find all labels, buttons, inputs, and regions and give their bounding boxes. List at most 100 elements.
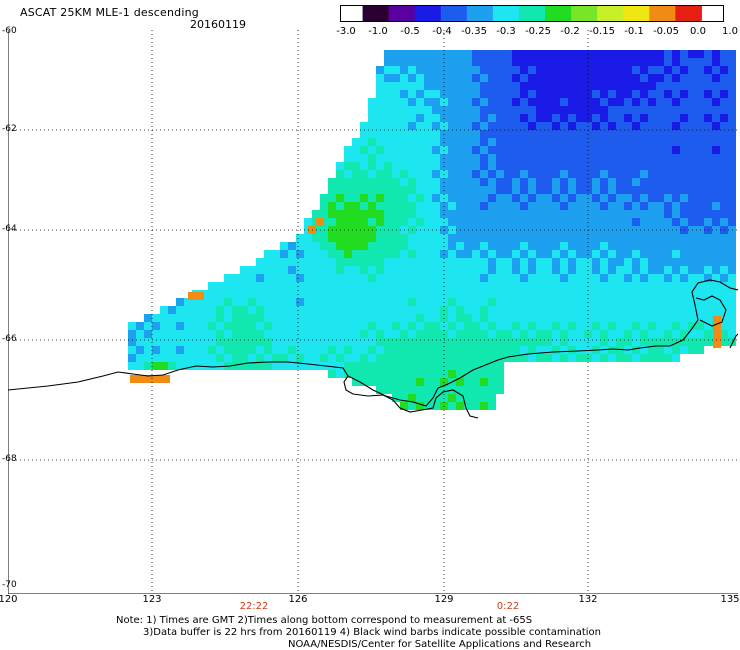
data-pixel — [176, 306, 184, 314]
data-pixel — [352, 202, 360, 210]
data-pixel — [432, 154, 440, 162]
data-pixel — [592, 82, 600, 90]
data-pixel — [528, 274, 536, 282]
data-pixel — [512, 146, 520, 154]
data-pixel — [280, 298, 288, 306]
data-pixel — [392, 146, 400, 154]
data-pixel — [664, 74, 672, 82]
data-pixel — [344, 266, 352, 274]
data-pixel — [456, 66, 464, 74]
data-pixel — [424, 106, 432, 114]
data-pixel — [200, 306, 208, 314]
data-pixel — [368, 314, 376, 322]
data-pixel — [240, 282, 248, 290]
data-pixel — [312, 250, 320, 258]
data-pixel — [408, 250, 416, 258]
data-pixel — [464, 330, 472, 338]
data-pixel — [560, 210, 568, 218]
data-pixel — [568, 162, 576, 170]
data-pixel — [672, 138, 680, 146]
data-pixel — [680, 82, 688, 90]
data-pixel — [512, 130, 520, 138]
data-pixel — [304, 218, 312, 226]
data-pixel — [128, 338, 136, 346]
data-pixel — [608, 90, 616, 98]
data-pixel — [568, 306, 576, 314]
data-pixel — [704, 162, 712, 170]
data-pixel — [280, 354, 288, 362]
data-pixel — [408, 298, 416, 306]
data-pixel — [376, 218, 384, 226]
data-pixel — [432, 234, 440, 242]
data-pixel — [496, 266, 504, 274]
data-pixel — [632, 282, 640, 290]
data-pixel — [472, 74, 480, 82]
data-pixel — [656, 274, 664, 282]
data-pixel — [552, 170, 560, 178]
data-pixel — [168, 314, 176, 322]
data-pixel — [336, 258, 344, 266]
data-pixel — [312, 290, 320, 298]
data-pixel — [520, 338, 528, 346]
data-pixel — [152, 338, 160, 346]
data-pixel — [528, 218, 536, 226]
data-pixel — [496, 378, 504, 386]
data-pixel — [536, 298, 544, 306]
data-pixel — [376, 114, 384, 122]
data-pixel — [504, 106, 512, 114]
data-pixel — [712, 250, 720, 258]
data-pixel — [320, 306, 328, 314]
data-pixel — [424, 50, 432, 58]
data-pixel — [392, 162, 400, 170]
data-pixel — [488, 234, 496, 242]
data-pixel — [408, 138, 416, 146]
data-pixel — [696, 66, 704, 74]
data-pixel — [384, 82, 392, 90]
data-pixel — [496, 250, 504, 258]
data-pixel — [376, 194, 384, 202]
data-pixel — [256, 314, 264, 322]
data-pixel — [632, 218, 640, 226]
data-pixel — [176, 330, 184, 338]
data-pixel — [456, 146, 464, 154]
data-pixel — [304, 322, 312, 330]
data-pixel — [408, 258, 416, 266]
data-pixel — [376, 186, 384, 194]
data-pixel — [632, 266, 640, 274]
data-pixel — [152, 346, 160, 354]
data-pixel — [616, 314, 624, 322]
data-pixel — [384, 74, 392, 82]
data-pixel — [368, 146, 376, 154]
data-pixel — [568, 266, 576, 274]
data-pixel — [608, 50, 616, 58]
data-pixel — [600, 322, 608, 330]
data-pixel — [672, 250, 680, 258]
data-pixel — [496, 58, 504, 66]
data-pixel — [680, 314, 688, 322]
data-pixel — [688, 218, 696, 226]
data-pixel — [664, 218, 672, 226]
data-pixel — [616, 202, 624, 210]
data-pixel — [656, 114, 664, 122]
data-pixel — [456, 290, 464, 298]
data-pixel — [608, 202, 616, 210]
data-pixel — [288, 282, 296, 290]
data-pixel — [520, 114, 528, 122]
data-pixel — [328, 362, 336, 370]
data-pixel — [424, 242, 432, 250]
data-pixel — [304, 266, 312, 274]
data-pixel — [496, 202, 504, 210]
data-pixel — [616, 186, 624, 194]
data-pixel — [384, 322, 392, 330]
sea-ice-map — [8, 30, 738, 594]
data-pixel — [448, 162, 456, 170]
data-pixel — [616, 82, 624, 90]
data-pixel — [488, 90, 496, 98]
data-pixel — [528, 154, 536, 162]
data-pixel — [408, 354, 416, 362]
data-pixel — [672, 202, 680, 210]
data-pixel — [280, 282, 288, 290]
data-pixel — [600, 122, 608, 130]
data-pixel — [472, 218, 480, 226]
data-pixel — [520, 58, 528, 66]
